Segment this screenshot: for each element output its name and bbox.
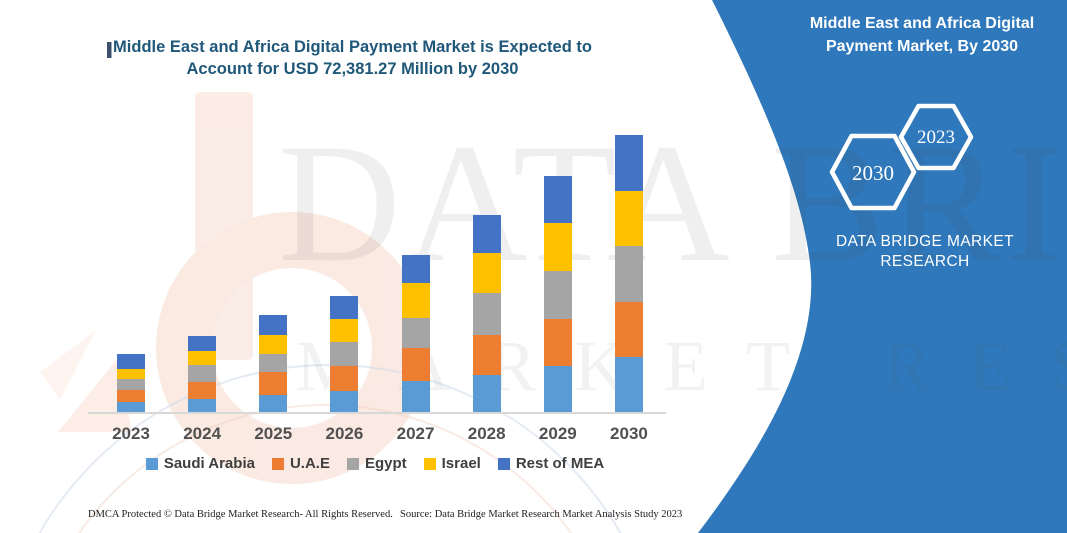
bar-2028-israel — [472, 253, 501, 293]
legend-item-egypt: Egypt — [346, 455, 407, 472]
bar-2027-saudi-arabia — [401, 381, 430, 413]
bar-2025-rest-of-mea — [259, 315, 288, 336]
bar-2030-u-a-e — [614, 301, 643, 358]
legend-item-rest-of-mea: Rest of MEA — [497, 455, 605, 472]
bar-2029-saudi-arabia — [543, 366, 572, 413]
bar-2024-egypt — [188, 365, 217, 382]
logo-b-watermark — [40, 92, 428, 484]
logo-tick — [107, 42, 112, 58]
x-label-2025: 2025 — [254, 424, 293, 443]
footer-source-text: Source: Data Bridge Market Research Mark… — [400, 509, 683, 520]
bar-2029-rest-of-mea — [543, 176, 572, 223]
bar-2030-rest-of-mea — [614, 135, 643, 192]
bar-2025 — [259, 315, 288, 413]
legend-swatch-israel — [423, 458, 436, 470]
bar-2024-israel — [188, 351, 217, 365]
bar-2023-saudi-arabia — [117, 402, 145, 413]
panel-brand-line1: DATA BRIDGE MARKET — [835, 233, 1014, 250]
bar-2028-rest-of-mea — [472, 215, 501, 253]
bar-2028-egypt — [472, 293, 501, 335]
bar-2028-saudi-arabia — [472, 375, 501, 413]
x-label-2028: 2028 — [467, 424, 506, 443]
bar-2026 — [330, 296, 359, 413]
chart-title-line2: Account for USD 72,381.27 Million by 203… — [186, 60, 519, 78]
blue-side-panel — [698, 0, 1067, 533]
chart-legend: Saudi Arabia U.A.E Egypt Israel Rest of MEA — [80, 455, 670, 472]
hexagon-2030-label: 2030 — [852, 161, 894, 185]
hexagon-2030-outline — [829, 133, 917, 211]
legend-label-israel: Israel — [441, 455, 481, 472]
bar-2024 — [188, 336, 217, 413]
legend-swatch-rest-of-mea — [497, 458, 510, 470]
x-axis-line — [88, 412, 666, 414]
bar-2030-israel — [614, 191, 643, 246]
bar-2026-saudi-arabia — [330, 391, 359, 413]
bar-2025-u-a-e — [259, 372, 288, 395]
bar-2023-israel — [117, 369, 145, 379]
bar-2025-saudi-arabia — [259, 394, 288, 413]
legend-label-u-a-e: U.A.E — [289, 455, 330, 472]
bar-2029-u-a-e — [543, 319, 572, 366]
bar-2027 — [401, 254, 430, 413]
bar-2027-rest-of-mea — [401, 254, 430, 283]
legend-swatch-saudi-arabia — [145, 458, 158, 470]
bar-2025-israel — [259, 335, 288, 354]
legend-swatch-egypt — [346, 458, 359, 470]
legend-item-israel: Israel — [423, 455, 481, 472]
panel-title: Middle East and Africa Digital Payment M… — [786, 12, 1058, 58]
bar-2026-u-a-e — [330, 366, 359, 391]
x-label-2029: 2029 — [538, 424, 577, 443]
bar-2029-egypt — [543, 271, 572, 319]
bar-2026-egypt — [330, 342, 359, 366]
bar-2023-rest-of-mea — [117, 354, 145, 369]
bar-2025-egypt — [259, 353, 288, 373]
plot-area — [90, 130, 665, 413]
x-label-2023: 2023 — [112, 424, 150, 443]
bar-2028 — [472, 215, 501, 413]
panel-brand-line2: RESEARCH — [880, 253, 970, 270]
bar-2024-u-a-e — [188, 382, 217, 399]
panel-title-line1: Middle East and Africa Digital — [809, 15, 1035, 32]
hexagon-2023-label: 2023 — [917, 127, 955, 148]
panel-brand-name: DATA BRIDGE MARKET RESEARCH — [790, 232, 1060, 272]
panel-title-line2: Payment Market, By 2030 — [825, 38, 1019, 55]
hexagon-2023-outline — [898, 103, 974, 171]
bar-2026-rest-of-mea — [330, 296, 359, 319]
arc-decoration — [38, 364, 622, 533]
bar-2027-u-a-e — [401, 348, 430, 381]
bar-2029-israel — [543, 223, 572, 271]
x-label-2024: 2024 — [183, 424, 222, 443]
bar-2027-israel — [401, 283, 430, 318]
x-label-2030: 2030 — [610, 424, 648, 443]
legend-label-saudi-arabia: Saudi Arabia — [163, 455, 255, 472]
bar-2030-egypt — [614, 245, 643, 302]
legend-label-egypt: Egypt — [364, 455, 407, 472]
legend-item-u-a-e: U.A.E — [271, 455, 330, 472]
x-axis-labels: 2023 2024 2025 2026 2027 2028 2029 2030 — [90, 424, 665, 446]
legend-label-rest-of-mea: Rest of MEA — [515, 455, 605, 472]
bar-2023-egypt — [117, 379, 145, 390]
chart-title: Middle East and Africa Digital Payment M… — [80, 36, 625, 80]
bar-2023 — [117, 354, 145, 413]
legend-item-saudi-arabia: Saudi Arabia — [145, 455, 255, 472]
x-label-2026: 2026 — [325, 424, 364, 443]
legend-swatch-u-a-e — [271, 458, 284, 470]
hexagon-badges — [829, 103, 974, 211]
x-label-2027: 2027 — [396, 424, 435, 443]
bar-2027-egypt — [401, 318, 430, 348]
bar-2024-saudi-arabia — [188, 399, 217, 413]
footer-dmca-text: DMCA Protected © Data Bridge Market Rese… — [88, 509, 393, 520]
bar-2023-u-a-e — [117, 390, 145, 402]
bar-2029 — [543, 176, 572, 413]
chart-title-line1: Middle East and Africa Digital Payment M… — [113, 38, 592, 56]
bar-2030 — [614, 135, 643, 413]
bar-2026-israel — [330, 319, 359, 342]
bar-2024-rest-of-mea — [188, 336, 217, 351]
bar-2028-u-a-e — [472, 335, 501, 375]
bar-2030-saudi-arabia — [614, 357, 643, 413]
